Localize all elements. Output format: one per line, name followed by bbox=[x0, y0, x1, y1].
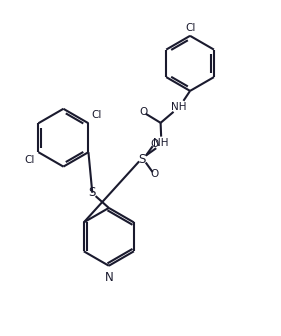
Text: N: N bbox=[105, 271, 113, 284]
Text: NH: NH bbox=[171, 102, 186, 112]
Text: O: O bbox=[151, 169, 159, 179]
Text: Cl: Cl bbox=[185, 23, 195, 33]
Text: O: O bbox=[151, 139, 159, 149]
Text: O: O bbox=[139, 108, 148, 117]
Text: NH: NH bbox=[153, 138, 169, 148]
Text: S: S bbox=[89, 186, 96, 199]
Text: Cl: Cl bbox=[92, 111, 102, 121]
Text: S: S bbox=[139, 153, 146, 166]
Text: Cl: Cl bbox=[25, 155, 35, 165]
